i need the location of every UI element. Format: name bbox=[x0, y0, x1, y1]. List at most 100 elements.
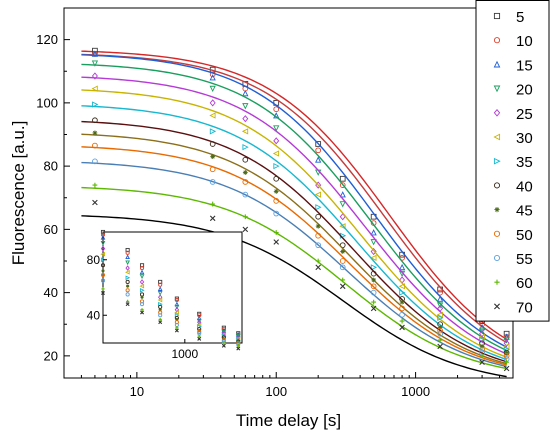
inset-data-point bbox=[139, 283, 145, 289]
y-tick-label: 120 bbox=[36, 32, 58, 47]
inset-data-point bbox=[125, 279, 130, 285]
series-15 bbox=[81, 50, 510, 348]
legend-label: 35 bbox=[516, 154, 533, 171]
series-30 bbox=[81, 85, 510, 358]
inset-data-point bbox=[125, 275, 131, 281]
data-point bbox=[503, 365, 510, 372]
series-45 bbox=[81, 130, 510, 365]
data-point bbox=[315, 232, 322, 239]
inset-data-point bbox=[125, 292, 130, 297]
data-point bbox=[504, 350, 510, 356]
data-point bbox=[479, 321, 485, 328]
fit-curve bbox=[81, 54, 507, 348]
data-point bbox=[479, 330, 486, 338]
fit-curve bbox=[81, 50, 507, 340]
data-point bbox=[370, 283, 377, 290]
data-point bbox=[340, 277, 346, 283]
legend-item: 30 bbox=[493, 130, 533, 147]
legend-label: 40 bbox=[516, 178, 533, 195]
legend-item: 15 bbox=[493, 57, 533, 74]
data-point bbox=[436, 311, 443, 318]
data-point bbox=[241, 128, 249, 135]
legend: 5 10 15 20 25 30 35 40 45 50 55 60 70 bbox=[475, 0, 550, 322]
inset-data-point bbox=[101, 291, 105, 296]
series-50 bbox=[81, 142, 510, 366]
inset-data-point bbox=[125, 260, 130, 266]
inset-data-point bbox=[175, 326, 179, 330]
inset-series-60 bbox=[101, 287, 240, 348]
legend-marker bbox=[493, 85, 501, 93]
y-tick-label: 20 bbox=[44, 348, 58, 363]
inset-data-point bbox=[100, 251, 106, 257]
inset-data-point bbox=[222, 341, 226, 345]
data-point bbox=[315, 223, 321, 229]
data-point bbox=[242, 89, 249, 97]
y-tick-label: 80 bbox=[44, 159, 58, 174]
legend-label: 50 bbox=[516, 227, 533, 244]
legend-item: 70 bbox=[494, 299, 533, 316]
data-point bbox=[209, 166, 216, 173]
inset-data-point bbox=[125, 302, 130, 307]
data-point bbox=[210, 201, 216, 207]
inset-data-point bbox=[139, 269, 145, 275]
data-point bbox=[209, 74, 216, 81]
data-point bbox=[273, 175, 280, 182]
inset-data-point bbox=[100, 263, 106, 268]
data-point bbox=[91, 85, 98, 92]
inset-data-point bbox=[174, 304, 180, 310]
inset-x-tick-label: 1000 bbox=[171, 347, 198, 361]
legend-label: 20 bbox=[516, 82, 533, 99]
data-point bbox=[437, 330, 443, 337]
data-point bbox=[370, 305, 377, 312]
inset-data-point bbox=[174, 310, 179, 315]
data-point bbox=[399, 289, 406, 296]
data-point bbox=[370, 289, 377, 296]
x-axis-title: Time delay [s] bbox=[236, 411, 341, 430]
data-point bbox=[242, 103, 249, 110]
legend-marker bbox=[494, 279, 500, 285]
data-point bbox=[273, 230, 279, 235]
data-point bbox=[209, 141, 216, 147]
data-point bbox=[242, 144, 249, 151]
data-point bbox=[479, 346, 485, 353]
data-point bbox=[479, 343, 485, 349]
inset-data-point bbox=[197, 329, 202, 334]
data-point bbox=[92, 130, 98, 136]
data-point bbox=[339, 201, 346, 208]
inset-data-point bbox=[139, 274, 145, 280]
legend-marker bbox=[493, 12, 501, 20]
y-axis-title: Fluorescence [a.u.] bbox=[9, 121, 28, 266]
data-point bbox=[242, 191, 249, 198]
data-point bbox=[209, 179, 216, 185]
legend-item: 50 bbox=[493, 227, 533, 244]
legend-item: 25 bbox=[493, 106, 533, 123]
data-point bbox=[210, 154, 216, 160]
data-point bbox=[503, 353, 510, 359]
legend-item: 35 bbox=[493, 154, 533, 171]
y-tick-label: 40 bbox=[44, 285, 58, 300]
data-point bbox=[273, 106, 280, 113]
legend-marker bbox=[493, 254, 501, 262]
data-point bbox=[398, 283, 405, 290]
legend-label: 30 bbox=[516, 130, 533, 147]
data-point bbox=[209, 99, 216, 107]
data-point bbox=[503, 337, 510, 344]
inset-data-point bbox=[100, 272, 106, 278]
data-point bbox=[437, 295, 444, 302]
data-point bbox=[273, 125, 280, 132]
data-point bbox=[437, 337, 443, 343]
data-point bbox=[503, 343, 510, 350]
data-point bbox=[315, 141, 322, 147]
legend-label: 25 bbox=[516, 106, 533, 123]
data-point bbox=[273, 137, 280, 145]
data-point bbox=[370, 247, 377, 256]
legend-label: 15 bbox=[516, 57, 533, 74]
series-55 bbox=[81, 158, 510, 368]
legend-item: 20 bbox=[493, 82, 533, 99]
data-point bbox=[315, 147, 322, 154]
inset-data-point bbox=[140, 295, 144, 299]
legend-label: 10 bbox=[516, 33, 533, 50]
inset-data-point bbox=[126, 284, 130, 288]
inset-data-point bbox=[158, 320, 163, 325]
